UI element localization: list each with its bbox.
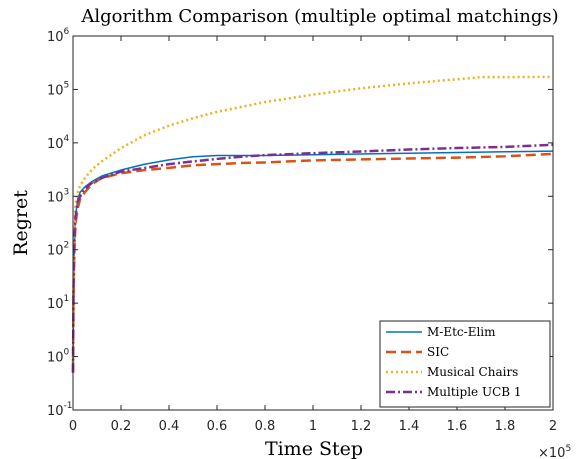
- y-tick-label: 104: [47, 134, 70, 152]
- x-multiplier-exponent: 5: [565, 444, 571, 454]
- x-tick-label: 2: [549, 419, 557, 434]
- y-tick-label: 103: [47, 187, 69, 205]
- x-tick-label: 0.8: [255, 419, 276, 434]
- y-tick-label: 105: [47, 80, 69, 98]
- ticks-layer: 0 0.2 0.4 0.6 0.8 1 1.2 1.4 1.6 1.8 2 10-1 100 101 102…: [47, 27, 557, 434]
- y-tick-label: 102: [47, 241, 69, 259]
- series-line-4: [71, 143, 554, 373]
- x-axis-label: Time Step: [265, 438, 363, 459]
- legend: M-Etc-Elim SIC Musical Chairs Multiple UCB …: [379, 320, 551, 408]
- x-tick-label: 0.6: [207, 419, 228, 434]
- x-tick-label: 0.2: [111, 419, 132, 434]
- series-line-3: [71, 75, 554, 373]
- y-tick-label: 101: [47, 294, 69, 312]
- x-tick-label: 0.4: [159, 419, 180, 434]
- x-tick-label: 1.6: [447, 419, 468, 434]
- legend-label-4: Multiple UCB 1: [427, 385, 522, 399]
- chart-title: Algorithm Comparison (multiple optimal m…: [80, 6, 558, 27]
- x-tick-label: 1.2: [351, 419, 372, 434]
- y-tick-label: 106: [47, 27, 70, 45]
- y-tick-label: 100: [47, 348, 70, 366]
- x-tick-label: 1: [309, 419, 317, 434]
- legend-label-2: SIC: [427, 345, 449, 359]
- legend-label-1: M-Etc-Elim: [427, 325, 496, 339]
- series-layer: [71, 75, 554, 373]
- x-tick-label: 0: [69, 419, 77, 434]
- y-tick-label: 10-1: [47, 401, 73, 419]
- series-line-1: [72, 150, 554, 373]
- legend-label-3: Musical Chairs: [427, 365, 518, 379]
- x-tick-label: 1.8: [495, 419, 516, 434]
- x-multiplier: ×105: [538, 444, 571, 459]
- x-tick-label: 1.4: [399, 419, 420, 434]
- y-axis-label: Regret: [10, 190, 32, 256]
